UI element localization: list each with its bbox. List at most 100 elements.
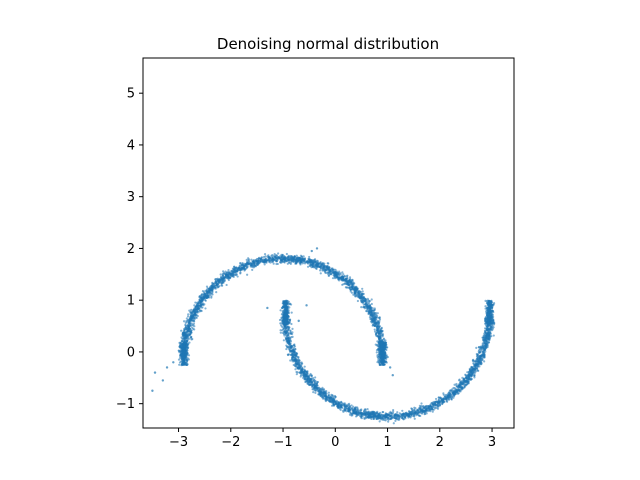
data-point <box>364 415 368 418</box>
data-point <box>319 391 322 395</box>
data-point <box>281 255 284 258</box>
data-point <box>351 414 354 417</box>
data-point <box>289 359 292 362</box>
data-point <box>352 283 355 286</box>
data-point <box>258 256 261 259</box>
data-point <box>311 262 314 265</box>
data-point <box>457 379 461 382</box>
data-point <box>375 314 379 318</box>
data-point <box>456 385 459 388</box>
data-point <box>467 374 470 377</box>
data-point <box>308 381 311 384</box>
data-point <box>297 366 300 370</box>
data-point <box>287 347 291 351</box>
data-point <box>370 302 373 306</box>
data-point <box>182 320 186 323</box>
data-point <box>251 268 254 271</box>
data-point <box>372 316 375 319</box>
data-point <box>272 262 275 265</box>
data-point <box>283 327 287 330</box>
data-point <box>184 348 187 351</box>
data-point <box>344 407 347 410</box>
data-point <box>246 273 249 276</box>
data-point <box>337 405 340 408</box>
data-point <box>366 304 369 307</box>
data-point <box>399 413 402 416</box>
data-points-layer <box>151 247 496 425</box>
data-point <box>369 413 372 416</box>
data-point <box>361 296 364 299</box>
data-point <box>274 258 277 262</box>
data-point <box>378 420 381 423</box>
data-point <box>366 306 370 309</box>
data-point <box>182 335 185 338</box>
data-point <box>285 252 288 256</box>
data-point <box>269 261 272 264</box>
data-point <box>449 389 452 392</box>
data-point <box>200 299 203 302</box>
data-point <box>357 292 361 295</box>
data-point <box>180 344 183 348</box>
data-point <box>243 264 246 267</box>
data-point <box>373 322 376 325</box>
data-point <box>236 275 239 278</box>
data-point <box>437 405 440 408</box>
data-point <box>295 358 298 361</box>
data-point <box>484 344 487 347</box>
data-point <box>195 309 198 312</box>
data-point <box>371 320 374 323</box>
data-point <box>204 297 207 300</box>
data-point <box>315 267 318 270</box>
data-point <box>279 329 282 332</box>
data-point <box>178 363 181 366</box>
data-point <box>255 257 259 261</box>
data-point <box>432 402 435 405</box>
data-point <box>325 265 328 268</box>
data-point <box>221 272 224 276</box>
data-point <box>294 368 297 371</box>
data-point <box>388 411 391 415</box>
data-point <box>179 342 182 345</box>
data-point <box>377 349 381 352</box>
data-point <box>205 285 209 288</box>
data-point <box>378 359 381 362</box>
data-point <box>202 297 205 300</box>
data-point <box>304 380 307 384</box>
data-point <box>452 390 455 393</box>
data-point <box>267 254 270 257</box>
data-point <box>380 413 383 417</box>
data-point <box>297 359 301 362</box>
data-point <box>309 377 312 381</box>
data-point <box>312 391 315 394</box>
data-point <box>378 363 382 367</box>
data-point <box>180 360 184 363</box>
data-point <box>356 410 359 413</box>
data-point <box>451 388 454 391</box>
data-point <box>325 392 328 395</box>
data-point <box>181 356 184 360</box>
data-point <box>186 320 189 324</box>
data-point <box>484 350 487 353</box>
data-point <box>328 274 331 277</box>
data-point <box>336 271 339 274</box>
data-point <box>380 341 383 345</box>
data-point <box>264 257 268 260</box>
data-point <box>190 314 194 318</box>
data-point <box>380 351 383 354</box>
data-point <box>270 254 273 257</box>
data-point <box>189 313 192 316</box>
data-point <box>299 254 303 257</box>
data-point <box>182 349 185 352</box>
data-point <box>308 259 311 262</box>
data-point <box>476 364 479 367</box>
data-point <box>319 272 322 275</box>
data-point <box>278 257 281 260</box>
data-point <box>413 409 416 412</box>
data-point <box>457 392 460 395</box>
data-point <box>236 269 239 272</box>
data-point <box>184 332 187 335</box>
data-point <box>220 284 223 287</box>
data-point <box>370 298 373 301</box>
data-point <box>192 322 196 325</box>
data-point <box>469 372 472 375</box>
